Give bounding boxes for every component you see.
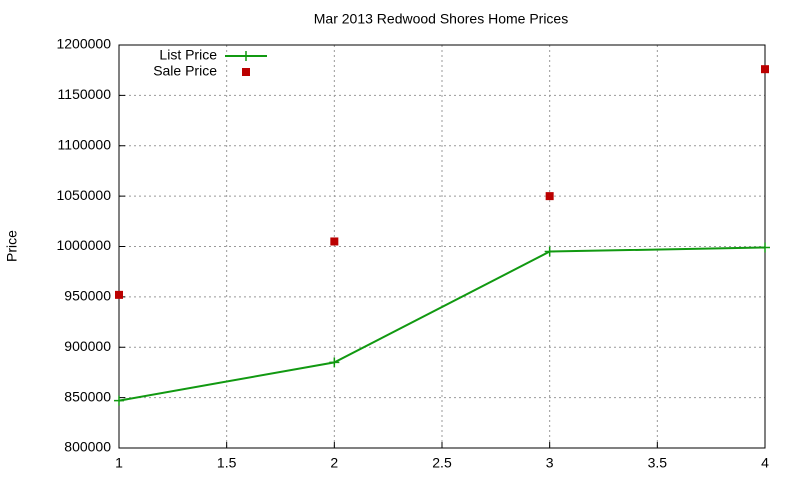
x-tick-label: 3.5 bbox=[648, 455, 668, 471]
point bbox=[544, 246, 555, 257]
y-tick-label: 900000 bbox=[64, 338, 111, 354]
y-tick-label: 1150000 bbox=[58, 86, 112, 102]
series-line bbox=[118, 246, 766, 402]
x-tick-label: 2.5 bbox=[432, 455, 452, 471]
y-tick-label: 950000 bbox=[64, 288, 111, 304]
legend-label: List Price bbox=[159, 47, 217, 63]
x-tick-label: 1 bbox=[115, 455, 123, 471]
point bbox=[760, 242, 770, 253]
x-tick-label: 4 bbox=[761, 455, 769, 471]
y-axis-label: Price bbox=[4, 230, 20, 262]
y-tick-label: 1050000 bbox=[56, 187, 111, 203]
point bbox=[761, 65, 769, 74]
point bbox=[545, 192, 554, 201]
point bbox=[114, 395, 124, 406]
y-tick-label: 1100000 bbox=[58, 136, 112, 152]
point bbox=[115, 290, 123, 299]
chart-title: Mar 2013 Redwood Shores Home Prices bbox=[314, 11, 568, 27]
x-tick-label: 1.5 bbox=[217, 455, 237, 471]
y-tick-label: 800000 bbox=[64, 439, 111, 455]
legend-swatch bbox=[241, 51, 251, 61]
point bbox=[330, 237, 339, 246]
point bbox=[329, 357, 340, 368]
legend-swatch bbox=[242, 68, 250, 76]
y-tick-label: 850000 bbox=[64, 388, 111, 404]
y-tick-label: 1000000 bbox=[56, 237, 111, 253]
x-tick-label: 2 bbox=[330, 455, 338, 471]
legend-label: Sale Price bbox=[153, 63, 217, 79]
x-tick-label: 3 bbox=[546, 455, 554, 471]
y-tick-label: 1200000 bbox=[56, 36, 111, 52]
